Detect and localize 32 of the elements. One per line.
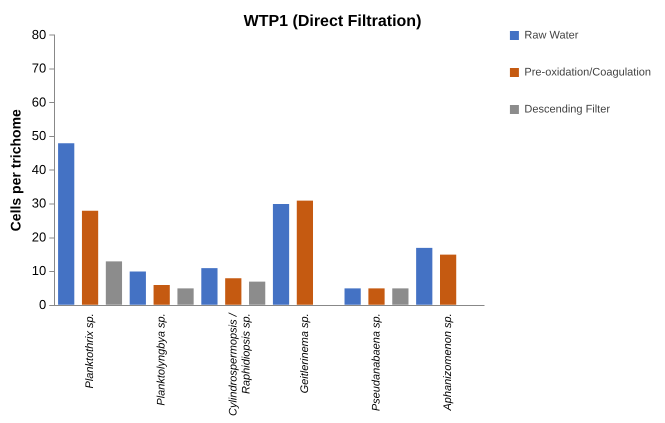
y-tick-label: 80 <box>32 26 46 42</box>
bar <box>272 204 290 305</box>
y-tick-label: 30 <box>32 196 46 211</box>
x-tick-label: Planktolyngbya sp. <box>156 313 168 406</box>
bar <box>201 268 218 305</box>
bar <box>130 272 146 305</box>
bar <box>58 143 74 305</box>
chart-title: WTP1 (Direct Filtration) <box>244 13 422 30</box>
bar <box>82 210 98 305</box>
x-tick-label: Aphanizomenon sp. <box>442 313 454 412</box>
y-tick-label: 0 <box>39 296 46 312</box>
y-tick-label: 50 <box>32 128 46 144</box>
y-tick-label: 20 <box>32 229 46 244</box>
legend-label: Descending Filter <box>524 104 610 116</box>
legend-label: Pre-oxidation/Coagulation <box>524 66 652 79</box>
bar <box>440 254 456 305</box>
bar <box>225 278 242 305</box>
y-tick-label: 60 <box>32 94 46 110</box>
x-tick-label: Cylindrospermopsis / Raphidiopsis sp. <box>227 312 253 416</box>
x-tick-label: Planktothrix sp. <box>84 313 96 388</box>
legend-label: Raw Water <box>524 30 579 42</box>
y-tick-label: 70 <box>32 60 46 76</box>
y-tick-label: 40 <box>32 162 46 177</box>
bar <box>344 288 361 305</box>
y-axis-title: Cells per trichome <box>7 108 24 232</box>
x-tick-label: Geitlerinema sp. <box>298 313 311 394</box>
bar <box>296 200 314 305</box>
x-tick-label: Pseudanabaena sp. <box>370 313 383 412</box>
y-tick-label: 10 <box>32 263 46 278</box>
bar <box>416 248 432 305</box>
bar <box>154 285 170 305</box>
bar <box>368 288 385 305</box>
